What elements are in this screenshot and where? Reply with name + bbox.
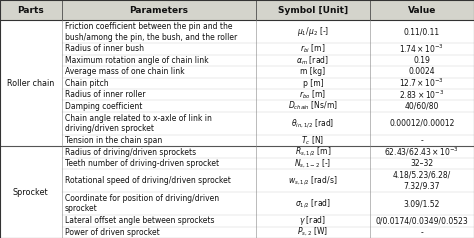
Text: Value: Value [408, 6, 436, 15]
Text: -: - [420, 136, 423, 145]
Text: Average mass of one chain link: Average mass of one chain link [65, 67, 184, 76]
Text: Radius of inner roller: Radius of inner roller [65, 90, 146, 99]
Text: $62.43/62.43 \times 10^{-3}$: $62.43/62.43 \times 10^{-3}$ [384, 146, 459, 158]
Text: 0.0024: 0.0024 [409, 67, 435, 76]
Text: 0/0.0174/0.0349/0.0523: 0/0.0174/0.0349/0.0523 [375, 216, 468, 225]
Text: Damping coefficient: Damping coefficient [65, 102, 142, 111]
Text: 0.00012/0.00012: 0.00012/0.00012 [389, 119, 455, 128]
Text: Parameters: Parameters [129, 6, 188, 15]
Text: 4.18/5.23/6.28/
7.32/9.37: 4.18/5.23/6.28/ 7.32/9.37 [393, 171, 451, 191]
Text: -: - [420, 228, 423, 237]
Text: Chain angle related to x-axle of link in
driving/driven sprocket: Chain angle related to x-axle of link in… [65, 114, 212, 133]
Text: Radius of driving/driven sprockets: Radius of driving/driven sprockets [65, 148, 196, 157]
Text: Roller chain: Roller chain [7, 79, 55, 88]
Text: 32–32: 32–32 [410, 159, 433, 168]
Text: Maximum rotation angle of chain link: Maximum rotation angle of chain link [65, 56, 209, 65]
Text: $R_{s,1/2}$ [m]: $R_{s,1/2}$ [m] [294, 146, 331, 159]
Text: $2.83 \times 10^{-3}$: $2.83 \times 10^{-3}$ [399, 89, 445, 101]
Text: $\mu_1/\mu_2$ [-]: $\mu_1/\mu_2$ [-] [297, 25, 329, 38]
Text: Symbol [Unit]: Symbol [Unit] [278, 6, 348, 15]
Text: $\alpha_m$ [rad]: $\alpha_m$ [rad] [296, 54, 329, 67]
Text: $P_{s,2}$ [W]: $P_{s,2}$ [W] [297, 226, 328, 238]
Text: Parts: Parts [18, 6, 44, 15]
Text: Tension in the chain span: Tension in the chain span [65, 136, 162, 145]
Text: Power of driven sprocket: Power of driven sprocket [65, 228, 160, 237]
Text: 0.11/0.11: 0.11/0.11 [404, 27, 440, 36]
Bar [0, 0, 474, 20]
Text: Teeth number of driving-driven sprocket: Teeth number of driving-driven sprocket [65, 159, 219, 168]
Text: Lateral offset angle between sprockets: Lateral offset angle between sprockets [65, 216, 214, 225]
Text: $1.74 \times 10^{-3}$: $1.74 \times 10^{-3}$ [400, 43, 444, 55]
Text: Rotational speed of driving/driven sprocket: Rotational speed of driving/driven sproc… [65, 176, 231, 185]
Text: $N_{s,1-2}$ [-]: $N_{s,1-2}$ [-] [294, 157, 331, 170]
Text: Friction coefficient between the pin and the
bush/among the pin, the bush, and t: Friction coefficient between the pin and… [65, 22, 237, 42]
Text: $w_{s,1/2}$ [rad/s]: $w_{s,1/2}$ [rad/s] [288, 174, 337, 187]
Text: $D_{chain}$ [Ns/m]: $D_{chain}$ [Ns/m] [288, 100, 338, 112]
Text: Coordinate for position of driving/driven
sprocket: Coordinate for position of driving/drive… [65, 194, 219, 213]
Text: $r_{bi}$ [m]: $r_{bi}$ [m] [300, 43, 326, 55]
Text: $\gamma$ [rad]: $\gamma$ [rad] [300, 214, 326, 227]
Text: 40/60/80: 40/60/80 [405, 102, 439, 111]
Text: m [kg]: m [kg] [300, 67, 326, 76]
Text: Chain pitch: Chain pitch [65, 79, 109, 88]
Text: $r_{bo}$ [m]: $r_{bo}$ [m] [299, 89, 327, 101]
Text: $T_c$ [N]: $T_c$ [N] [301, 134, 325, 147]
Text: 3.09/1.52: 3.09/1.52 [404, 199, 440, 208]
Text: Sprocket: Sprocket [13, 188, 49, 197]
Text: 0.19: 0.19 [413, 56, 430, 65]
Text: $\sigma_{1/2}$ [rad]: $\sigma_{1/2}$ [rad] [295, 197, 331, 210]
Text: $12.7 \times 10^{-3}$: $12.7 \times 10^{-3}$ [400, 77, 444, 89]
Text: Radius of inner bush: Radius of inner bush [65, 44, 144, 53]
Text: p [m]: p [m] [302, 79, 323, 88]
Text: $\theta_{in,1/2}$ [rad]: $\theta_{in,1/2}$ [rad] [291, 117, 335, 130]
